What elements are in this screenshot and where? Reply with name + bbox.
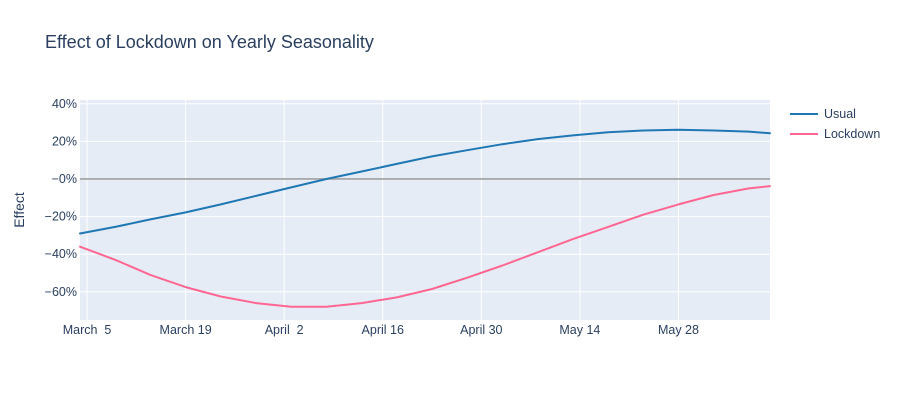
y-axis-title: Effect [11, 192, 27, 228]
y-tick-label: 20% [52, 134, 77, 148]
x-tick-label: April 2 [265, 323, 304, 337]
legend[interactable]: Usual Lockdown [790, 107, 880, 141]
series-line-lockdown [79, 185, 771, 308]
x-tick-label: May 28 [658, 323, 699, 337]
y-tick-label: 40% [52, 97, 77, 111]
series-layer [79, 128, 771, 308]
y-tick-label: −60% [45, 285, 77, 299]
y-tick-label: −20% [45, 210, 77, 224]
x-tick-label: May 14 [559, 323, 600, 337]
chart-title: Effect of Lockdown on Yearly Seasonality [45, 32, 374, 52]
y-tick-labels: −60% −40% −20% −0% 20% 40% [45, 97, 77, 299]
series-line-usual [79, 128, 771, 235]
legend-label: Lockdown [824, 127, 880, 141]
x-gridlines [86, 100, 679, 320]
x-tick-label: March 19 [160, 323, 212, 337]
x-tick-label: April 16 [362, 323, 404, 337]
x-tick-labels: March 5 March 19 April 2 April 16 April 30 Ma… [63, 323, 699, 337]
y-gridlines [80, 103, 770, 293]
x-tick-label: March 5 [63, 323, 112, 337]
y-tick-label: −0% [52, 172, 77, 186]
y-tick-label: −40% [45, 247, 77, 261]
legend-label: Usual [824, 107, 856, 121]
legend-item-lockdown[interactable]: Lockdown [790, 127, 880, 141]
legend-item-usual[interactable]: Usual [790, 107, 856, 121]
x-tick-label: April 30 [460, 323, 502, 337]
